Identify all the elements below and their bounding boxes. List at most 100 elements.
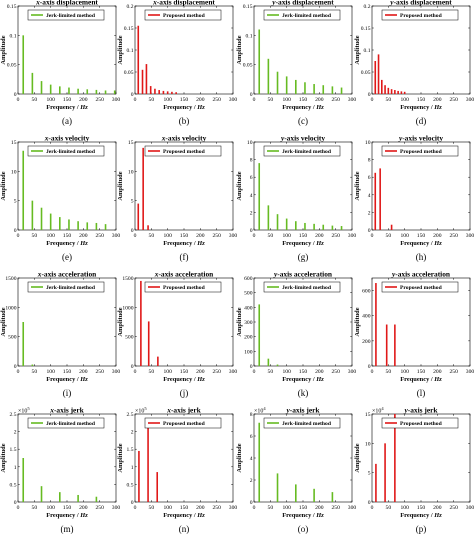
y-axis-label: Amplitude [236, 443, 243, 472]
x-axis-label-part-0: Frequency / [282, 512, 316, 519]
x-tick-label: 300 [466, 233, 474, 239]
chart-title-part-1: -axis jerk [54, 406, 85, 415]
chart-title: y-axis velocity [398, 134, 443, 143]
chart-title-part-0: x [161, 134, 166, 143]
x-tick-label: 250 [95, 369, 104, 375]
legend-label: Proposed method [400, 285, 443, 291]
y-tick-label: 200 [362, 339, 371, 345]
x-tick-label: 0 [17, 97, 20, 103]
x-axis-label-part-0: Frequency / [282, 104, 316, 111]
y-tick-label: 0.2 [127, 4, 134, 10]
y-tick-label: 600 [362, 289, 371, 295]
x-axis-label-part-0: Frequency / [400, 104, 434, 111]
x-axis-label-part-0: Frequency / [282, 240, 316, 247]
legend-label: Jerk-limited method [282, 285, 332, 291]
y-tick-label: 6 [368, 175, 371, 181]
chart-title-part-1: -axis acceleration [41, 270, 96, 279]
y-tick-label: 100 [244, 349, 253, 355]
y-tick-label: 0 [14, 500, 17, 506]
y-tick-label: 0.05 [361, 70, 371, 76]
x-tick-label: 100 [400, 97, 409, 103]
y-tick-label: 0.05 [7, 63, 17, 69]
chart-title-part-0: y [271, 0, 276, 7]
chart-title: x-axis velocity [161, 134, 207, 143]
y-tick-label: 0 [131, 364, 134, 370]
x-tick-label: 200 [196, 369, 205, 375]
legend-label: Jerk-limited method [282, 13, 332, 19]
x-axis-label: Frequency / Hz [163, 376, 205, 383]
x-tick-label: 200 [315, 505, 324, 511]
chart-title-part-0: x [35, 0, 40, 7]
subfigure-caption: (c) [298, 116, 308, 126]
y-tick-label: 0 [368, 500, 371, 506]
chart-g: y-axis velocity 0 50 100 150 200 250 300 0 2 4 6 8 10… [236, 134, 356, 263]
x-tick-label: 200 [315, 233, 324, 239]
chart-title-part-1: -axis velocity [48, 134, 89, 143]
x-tick-label: 200 [79, 505, 88, 511]
legend-box [144, 9, 222, 21]
x-tick-label: 0 [253, 369, 256, 375]
x-tick-label: 100 [46, 369, 55, 375]
x-tick-label: 100 [163, 505, 172, 511]
legend-box [381, 417, 459, 429]
x-tick-label: 0 [371, 233, 374, 239]
subfigure-caption: (o) [298, 524, 309, 534]
x-tick-label: 100 [282, 233, 291, 239]
x-tick-label: 150 [299, 369, 308, 375]
chart-title-part-1: -axis acceleration [277, 270, 332, 279]
chart-title: y-axis acceleration [391, 270, 450, 279]
chart-l: y-axis acceleration 0 50 100 150 200 250 300 0 20… [354, 270, 474, 399]
x-axis-label-part-1: Hz [79, 376, 88, 383]
y-tick-label: 10 [128, 169, 134, 175]
chart-title-part-0: x [166, 406, 171, 415]
y-axis-label: Amplitude [236, 307, 243, 336]
x-tick-label: 150 [417, 369, 426, 375]
x-tick-label: 0 [371, 97, 374, 103]
chart-title: x-axis acceleration [37, 270, 97, 279]
y-tick-label: 4 [368, 193, 371, 199]
legend-box [27, 145, 105, 157]
chart-h: y-axis velocity 0 50 100 150 200 250 300 0 2 4 6 8 10… [354, 134, 474, 263]
y-tick-label: 2 [14, 430, 17, 436]
y-axis-label: Amplitude [354, 35, 361, 64]
y-tick-label: 0 [14, 92, 17, 98]
x-tick-label: 150 [63, 369, 72, 375]
x-tick-label: 100 [46, 233, 55, 239]
x-axis-label-part-1: Hz [433, 104, 442, 111]
x-tick-label: 150 [299, 505, 308, 511]
y-tick-label: 0.15 [124, 26, 134, 32]
x-axis-label-part-0: Frequency / [400, 240, 434, 247]
x-tick-label: 100 [46, 97, 55, 103]
x-tick-label: 0 [134, 369, 137, 375]
chart-title: x-axis jerk [166, 406, 201, 415]
y-tick-label: 600 [244, 276, 253, 282]
y-tick-label: 10 [365, 441, 371, 447]
x-axis-label-part-1: Hz [196, 376, 205, 383]
legend-label: Proposed method [163, 13, 206, 19]
axis-exponent-base: ×10 [18, 409, 27, 415]
y-tick-label: 10 [365, 140, 371, 146]
legend-label: Jerk-limited method [46, 13, 96, 19]
y-axis-label: Amplitude [117, 35, 124, 64]
chart-d: y-axis displacement 0 50 100 150 200 250 300 0 0.… [354, 0, 474, 126]
axis-exponent: ×104 [372, 406, 384, 415]
x-tick-label: 300 [112, 233, 121, 239]
legend-box [27, 9, 105, 21]
legend-label: Proposed method [163, 421, 206, 427]
y-tick-label: 0.05 [124, 70, 134, 76]
axis-exponent: ×105 [18, 406, 30, 415]
y-tick-label: 5 [14, 199, 17, 205]
x-axis-label: Frequency / Hz [46, 104, 88, 111]
legend-label: Proposed method [163, 149, 206, 155]
x-tick-label: 0 [253, 233, 256, 239]
chart-title: x-axis displacement [152, 0, 215, 7]
x-tick-label: 50 [32, 97, 38, 103]
y-tick-label: 1500 [5, 276, 16, 282]
x-tick-label: 250 [212, 233, 221, 239]
y-tick-label: 0 [131, 500, 134, 506]
y-axis-label: Amplitude [0, 35, 7, 64]
x-tick-label: 300 [348, 369, 357, 375]
x-tick-label: 250 [449, 369, 458, 375]
y-tick-label: 500 [8, 335, 17, 341]
y-tick-label: 15 [128, 140, 134, 146]
